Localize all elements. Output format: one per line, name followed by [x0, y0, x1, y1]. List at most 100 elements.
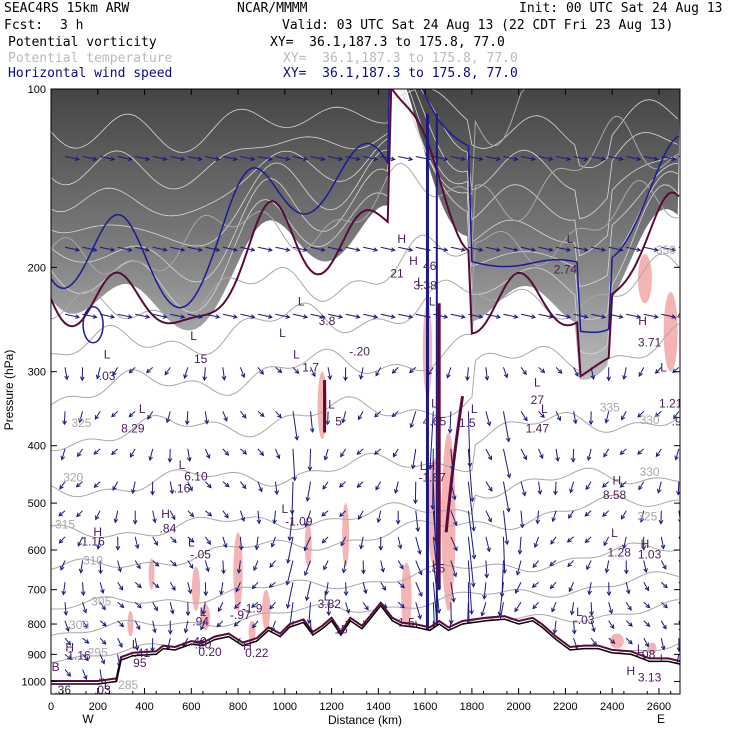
wind-arrowhead — [83, 675, 88, 681]
x-tick-label: 1200 — [319, 701, 343, 713]
wind-vector — [82, 313, 97, 318]
wind-vector — [187, 156, 202, 160]
wind-vector — [59, 481, 66, 490]
wind-arrowhead — [119, 603, 125, 609]
wind-vector — [256, 536, 259, 550]
wind-arrowhead — [519, 523, 525, 529]
wind-arrowhead — [609, 624, 615, 630]
pv-label: 3.38 — [413, 279, 437, 293]
pv-label: -1.09 — [285, 514, 313, 528]
wind-arrowhead — [303, 156, 309, 162]
wind-vector — [608, 313, 623, 318]
wind-arrowhead — [548, 314, 554, 319]
wind-arrowhead — [343, 376, 348, 382]
wind-vector — [64, 156, 80, 160]
wind-arrowhead — [548, 247, 554, 252]
legend-pv-xy: XY= 36.1,187.3 to 175.8, 77.0 — [270, 35, 505, 50]
wind-vector — [95, 510, 101, 520]
wind-arrowhead — [134, 646, 140, 652]
x-tick-label: 1400 — [366, 701, 390, 713]
wind-vector — [678, 620, 680, 628]
pv-label: .16 — [174, 482, 191, 496]
wind-arrowhead — [222, 543, 228, 549]
x-tick-label: 2000 — [506, 701, 530, 713]
wind-arrowhead — [460, 314, 466, 319]
pv-label: L — [471, 402, 478, 416]
wind-arrowhead — [303, 546, 309, 552]
wind-vector — [640, 510, 645, 523]
wind-vector — [169, 510, 176, 520]
pv-contour — [51, 89, 678, 320]
wind-arrowhead — [197, 156, 203, 162]
wind-vector — [591, 246, 606, 251]
wind-arrowhead — [465, 376, 470, 382]
wind-arrowhead — [355, 247, 361, 252]
wind-arrowhead — [674, 455, 679, 461]
wind-arrowhead — [277, 368, 283, 374]
wind-arrowhead — [236, 569, 242, 574]
theta-label: 350 — [656, 243, 676, 257]
wind-vector — [534, 536, 540, 548]
wind-arrowhead — [641, 546, 647, 551]
wind-vector — [187, 246, 202, 251]
wind-arrowhead — [268, 583, 274, 588]
wind-arrowhead — [145, 247, 151, 252]
pv-label: H — [65, 640, 74, 654]
wind-vector — [625, 582, 630, 594]
wind-vector — [251, 601, 259, 608]
wind-vector — [204, 536, 211, 545]
wind-vector — [555, 448, 559, 462]
theta-label: 295 — [88, 646, 108, 660]
wind-arrowhead — [357, 415, 363, 421]
wind-arrowhead — [101, 640, 107, 645]
wind-arrowhead — [506, 507, 511, 513]
wind-vector — [63, 411, 66, 425]
wind-vector — [257, 313, 273, 318]
wind-vector — [550, 536, 557, 545]
wind-vector — [587, 448, 592, 461]
wind-arrowhead — [324, 590, 329, 596]
wind-arrowhead — [535, 519, 541, 525]
wind-arrowhead — [373, 156, 379, 162]
wind-arrowhead — [78, 418, 83, 424]
pv-label: H — [243, 639, 252, 653]
wind-arrowhead — [285, 580, 291, 586]
wind-vector — [677, 481, 680, 495]
wind-arrowhead — [601, 247, 607, 252]
wind-vector — [132, 481, 136, 494]
wind-vector — [222, 560, 225, 574]
wind-arrowhead — [556, 416, 562, 422]
pv-contour — [51, 89, 678, 220]
wind-arrowhead — [326, 611, 332, 617]
wind-vector — [345, 602, 350, 614]
wind-vector — [187, 510, 194, 517]
wind-arrowhead — [215, 156, 221, 162]
wind-arrowhead — [110, 314, 116, 319]
wind-arrowhead — [355, 314, 361, 319]
wind-arrowhead — [95, 515, 100, 521]
wind-arrowhead — [533, 543, 539, 549]
wind-arrowhead — [206, 454, 211, 460]
y-tick-label: 800 — [28, 619, 46, 631]
wind-vector — [204, 582, 207, 596]
wind-vector — [257, 510, 260, 524]
wind-arrowhead — [451, 495, 457, 501]
wind-vector — [129, 366, 136, 374]
wind-vector — [555, 246, 571, 251]
wind-arrowhead — [415, 527, 421, 533]
wind-arrowhead — [618, 247, 624, 252]
wind-arrowhead — [305, 496, 311, 502]
wind-arrowhead — [60, 565, 65, 571]
wind-vector — [450, 156, 465, 160]
wind-vector — [590, 602, 593, 616]
wind-vector — [398, 313, 413, 318]
wind-vector — [621, 411, 627, 420]
wind-arrowhead — [325, 420, 331, 426]
forecast-label: Fcst: — [4, 18, 44, 33]
wind-arrowhead — [118, 642, 123, 648]
wind-vector — [269, 560, 276, 568]
wind-vector — [360, 536, 364, 549]
pv-label: 3.82 — [318, 597, 342, 611]
wind-vector — [292, 246, 308, 251]
wind-vector — [375, 367, 382, 376]
